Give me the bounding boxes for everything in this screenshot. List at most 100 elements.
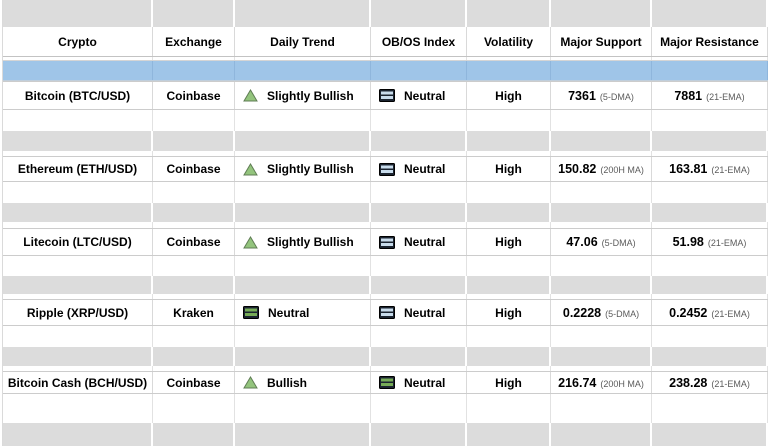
empty-cell[interactable]: [551, 326, 652, 347]
empty-cell[interactable]: [235, 326, 371, 347]
empty-cell[interactable]: [551, 110, 652, 131]
cell-crypto[interactable]: Bitcoin (BTC/USD): [3, 82, 153, 109]
empty-cell[interactable]: [551, 256, 652, 276]
empty-cell[interactable]: [371, 61, 467, 80]
empty-cell[interactable]: [467, 347, 551, 366]
empty-cell[interactable]: [3, 57, 153, 60]
cell-obos-index[interactable]: Neutral: [371, 229, 467, 255]
empty-cell[interactable]: [153, 326, 235, 347]
cell-exchange[interactable]: Coinbase: [153, 229, 235, 255]
empty-cell[interactable]: [153, 294, 235, 299]
cell-daily-trend[interactable]: Neutral: [235, 300, 371, 325]
empty-cell[interactable]: [153, 151, 235, 156]
empty-cell[interactable]: [467, 326, 551, 347]
empty-cell[interactable]: [652, 276, 768, 294]
empty-cell[interactable]: [551, 61, 652, 80]
empty-cell[interactable]: [467, 203, 551, 222]
empty-cell[interactable]: [551, 222, 652, 228]
cell-obos-index[interactable]: Neutral: [371, 157, 467, 181]
empty-cell[interactable]: [371, 294, 467, 299]
empty-cell[interactable]: [371, 110, 467, 131]
empty-cell[interactable]: [467, 57, 551, 60]
empty-cell[interactable]: [3, 182, 153, 203]
empty-cell[interactable]: [371, 256, 467, 276]
empty-cell[interactable]: [652, 182, 768, 203]
empty-cell[interactable]: [551, 182, 652, 203]
cell-daily-trend[interactable]: Slightly Bullish: [235, 229, 371, 255]
empty-cell[interactable]: [371, 347, 467, 366]
header-cell-volatility[interactable]: Volatility: [467, 27, 551, 56]
empty-cell[interactable]: [235, 294, 371, 299]
cell-crypto[interactable]: Bitcoin Cash (BCH/USD): [3, 372, 153, 393]
empty-cell[interactable]: [652, 61, 768, 80]
empty-cell[interactable]: [235, 256, 371, 276]
empty-cell[interactable]: [652, 222, 768, 228]
empty-cell[interactable]: [467, 151, 551, 156]
cell-exchange[interactable]: Coinbase: [153, 82, 235, 109]
empty-cell[interactable]: [153, 423, 235, 446]
empty-cell[interactable]: [371, 203, 467, 222]
empty-cell[interactable]: [235, 110, 371, 131]
empty-cell[interactable]: [371, 366, 467, 371]
empty-cell[interactable]: [153, 203, 235, 222]
empty-cell[interactable]: [551, 294, 652, 299]
header-cell-daily-trend[interactable]: Daily Trend: [235, 27, 371, 56]
empty-cell[interactable]: [3, 222, 153, 228]
empty-cell[interactable]: [371, 0, 467, 27]
empty-cell[interactable]: [153, 131, 235, 151]
empty-cell[interactable]: [467, 256, 551, 276]
empty-cell[interactable]: [235, 366, 371, 371]
empty-cell[interactable]: [153, 57, 235, 60]
empty-cell[interactable]: [3, 256, 153, 276]
empty-cell[interactable]: [652, 394, 768, 423]
empty-cell[interactable]: [551, 131, 652, 151]
empty-cell[interactable]: [153, 182, 235, 203]
header-cell-exchange[interactable]: Exchange: [153, 27, 235, 56]
empty-cell[interactable]: [551, 423, 652, 446]
empty-cell[interactable]: [371, 326, 467, 347]
empty-cell[interactable]: [467, 222, 551, 228]
empty-cell[interactable]: [652, 256, 768, 276]
empty-cell[interactable]: [652, 151, 768, 156]
empty-cell[interactable]: [3, 394, 153, 423]
empty-cell[interactable]: [371, 182, 467, 203]
empty-cell[interactable]: [153, 0, 235, 27]
empty-cell[interactable]: [467, 276, 551, 294]
empty-cell[interactable]: [3, 326, 153, 347]
empty-cell[interactable]: [551, 57, 652, 60]
empty-cell[interactable]: [3, 110, 153, 131]
empty-cell[interactable]: [467, 394, 551, 423]
empty-cell[interactable]: [153, 366, 235, 371]
cell-daily-trend[interactable]: Slightly Bullish: [235, 157, 371, 181]
empty-cell[interactable]: [153, 110, 235, 131]
empty-cell[interactable]: [235, 394, 371, 423]
empty-cell[interactable]: [153, 256, 235, 276]
cell-major-resistance[interactable]: 51.98 (21-EMA): [652, 229, 768, 255]
empty-cell[interactable]: [153, 394, 235, 423]
header-cell-crypto[interactable]: Crypto: [3, 27, 153, 56]
cell-volatility[interactable]: High: [467, 229, 551, 255]
empty-cell[interactable]: [235, 222, 371, 228]
empty-cell[interactable]: [235, 423, 371, 446]
empty-cell[interactable]: [3, 203, 153, 222]
empty-cell[interactable]: [235, 0, 371, 27]
cell-obos-index[interactable]: Neutral: [371, 300, 467, 325]
empty-cell[interactable]: [652, 347, 768, 366]
cell-major-support[interactable]: 0.2228 (5-DMA): [551, 300, 652, 325]
empty-cell[interactable]: [371, 151, 467, 156]
empty-cell[interactable]: [467, 182, 551, 203]
empty-cell[interactable]: [235, 276, 371, 294]
empty-cell[interactable]: [3, 423, 153, 446]
cell-crypto[interactable]: Litecoin (LTC/USD): [3, 229, 153, 255]
empty-cell[interactable]: [235, 347, 371, 366]
cell-major-support[interactable]: 47.06 (5-DMA): [551, 229, 652, 255]
cell-volatility[interactable]: High: [467, 372, 551, 393]
empty-cell[interactable]: [371, 131, 467, 151]
empty-cell[interactable]: [3, 276, 153, 294]
empty-cell[interactable]: [3, 0, 153, 27]
empty-cell[interactable]: [551, 0, 652, 27]
header-cell-major-support[interactable]: Major Support: [551, 27, 652, 56]
cell-exchange[interactable]: Kraken: [153, 300, 235, 325]
cell-volatility[interactable]: High: [467, 157, 551, 181]
cell-major-support[interactable]: 216.74 (200H MA): [551, 372, 652, 393]
